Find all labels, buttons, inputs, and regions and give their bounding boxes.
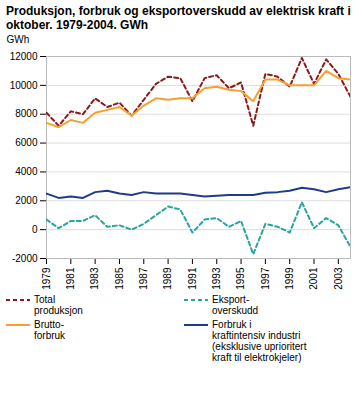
svg-text:1985: 1985 (114, 267, 125, 290)
svg-text:2001: 2001 (308, 267, 319, 290)
html-text:Produksjon, forbruk og eksport: Produksjon, forbruk og eksportoverskudd … (6, 4, 351, 32)
svg-text:1987: 1987 (138, 267, 149, 290)
svg-text:12000: 12000 (10, 51, 38, 62)
svg-text:GWh: GWh (7, 34, 30, 45)
svg-text:1983: 1983 (89, 267, 100, 290)
svg-text:0: 0 (32, 224, 38, 235)
svg-text:6000: 6000 (15, 137, 38, 148)
svg-text:1979: 1979 (41, 267, 52, 290)
svg-text:1997: 1997 (260, 267, 271, 290)
svg-text:8000: 8000 (15, 108, 38, 119)
html-text:Total produksjon: Total produksjon (34, 294, 83, 316)
svg-text:1995: 1995 (235, 267, 246, 290)
svg-text:-2000: -2000 (12, 253, 38, 264)
html-text:Eksport- overskudd: Eksport- overskudd (212, 294, 259, 316)
svg-text:1999: 1999 (284, 267, 295, 290)
svg-text:4000: 4000 (15, 166, 38, 177)
svg-text:1989: 1989 (162, 267, 173, 290)
svg-text:1991: 1991 (187, 267, 198, 290)
html-text:Forbruk i kraftintensiv indust: Forbruk i kraftintensiv industri (eksklu… (212, 319, 307, 363)
svg-text:1993: 1993 (211, 267, 222, 290)
html-text:Brutto- forbruk: Brutto- forbruk (34, 319, 66, 341)
svg-text:10000: 10000 (10, 80, 38, 91)
svg-text:1981: 1981 (65, 267, 76, 290)
svg-text:2003: 2003 (333, 267, 344, 290)
svg-text:2000: 2000 (15, 195, 38, 206)
